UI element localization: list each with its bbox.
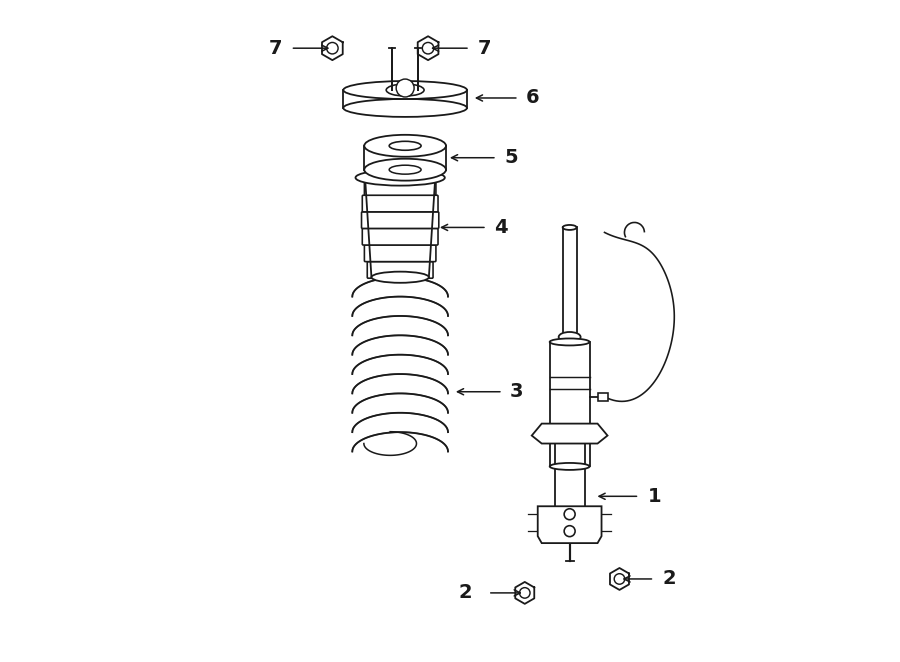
Circle shape [564,509,575,520]
Ellipse shape [559,332,580,342]
Polygon shape [418,36,438,60]
Ellipse shape [389,166,421,174]
Ellipse shape [389,141,421,150]
Ellipse shape [550,338,590,346]
Text: 4: 4 [494,218,508,237]
FancyBboxPatch shape [364,245,436,261]
Bar [598,393,608,401]
FancyBboxPatch shape [367,261,433,278]
Ellipse shape [356,169,445,185]
Polygon shape [322,36,343,60]
Ellipse shape [343,99,467,117]
Circle shape [614,574,625,584]
Text: 6: 6 [526,89,539,107]
Ellipse shape [364,135,446,157]
Ellipse shape [372,271,429,283]
FancyBboxPatch shape [364,179,436,195]
Ellipse shape [562,225,577,230]
Circle shape [422,42,434,54]
Ellipse shape [386,84,424,96]
Text: 7: 7 [269,38,283,58]
Text: 1: 1 [647,487,661,506]
Circle shape [327,42,338,54]
Polygon shape [610,568,629,590]
FancyBboxPatch shape [363,228,438,245]
Ellipse shape [364,159,446,181]
Text: 2: 2 [458,583,472,602]
Text: 3: 3 [509,382,523,401]
Ellipse shape [550,463,590,470]
FancyBboxPatch shape [363,195,438,212]
Text: 7: 7 [478,38,491,58]
Circle shape [519,588,530,598]
Circle shape [564,526,575,537]
FancyBboxPatch shape [362,212,439,228]
Text: 2: 2 [662,569,676,589]
Text: 5: 5 [505,148,518,167]
Polygon shape [537,506,601,543]
Circle shape [396,79,414,97]
Ellipse shape [343,81,467,99]
Polygon shape [516,582,535,604]
Polygon shape [532,424,608,444]
